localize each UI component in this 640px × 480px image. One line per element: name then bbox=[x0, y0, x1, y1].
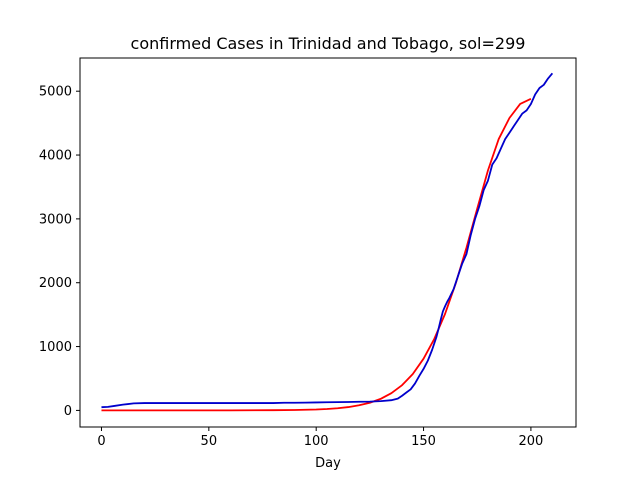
series-layer bbox=[101, 72, 554, 412]
y-tick-label: 5000 bbox=[39, 85, 72, 100]
y-tick-label: 2000 bbox=[39, 276, 72, 291]
y-tick-label: 0 bbox=[64, 404, 72, 419]
x-tick-label: 200 bbox=[518, 434, 543, 449]
confirmed-cases-line bbox=[101, 72, 554, 409]
chart-title: confirmed Cases in Trinidad and Tobago, … bbox=[131, 34, 526, 53]
x-tick-label: 100 bbox=[304, 434, 329, 449]
y-tick-label: 1000 bbox=[39, 340, 72, 355]
y-tick-label: 3000 bbox=[39, 212, 72, 227]
fitted-curve-line bbox=[101, 98, 532, 412]
x-tick-label: 0 bbox=[97, 434, 105, 449]
x-axis-label: Day bbox=[315, 456, 341, 471]
y-tick-label: 4000 bbox=[39, 149, 72, 164]
x-tick-label: 50 bbox=[201, 434, 218, 449]
plot-area bbox=[80, 58, 576, 427]
x-tick-label: 150 bbox=[411, 434, 436, 449]
plot-frame bbox=[79, 57, 577, 428]
